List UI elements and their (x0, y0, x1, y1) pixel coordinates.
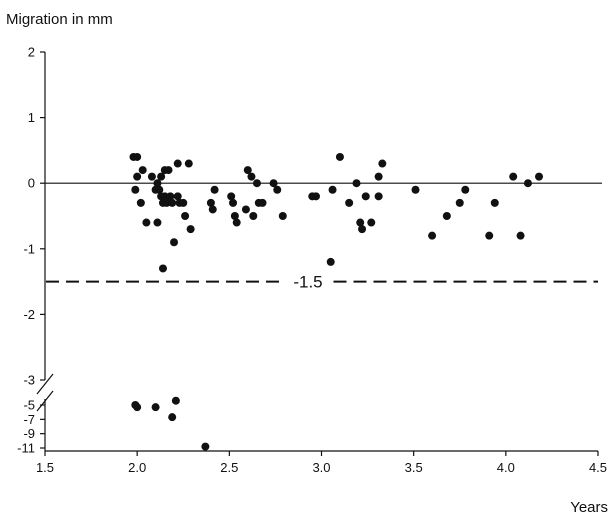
data-point (509, 172, 518, 181)
data-point (247, 172, 256, 181)
y-tick-label: -9 (23, 426, 35, 441)
data-point (335, 152, 344, 161)
x-tick-label: 4.5 (589, 460, 607, 475)
y-tick-label: -1 (23, 241, 35, 256)
data-point (249, 212, 258, 220)
data-point (269, 179, 278, 188)
data-point (155, 185, 164, 194)
x-tick-label: 3.5 (405, 460, 423, 475)
data-point (173, 192, 182, 201)
data-point (133, 152, 142, 161)
data-point (153, 179, 162, 188)
y-tick-label: -5 (23, 398, 35, 413)
data-point (168, 413, 177, 422)
data-point (374, 172, 383, 181)
y-tick-label: 2 (28, 45, 35, 60)
data-point (151, 403, 160, 412)
data-point (166, 192, 175, 201)
data-point (358, 225, 367, 234)
data-point (179, 198, 188, 207)
data-point (227, 192, 236, 201)
data-point (374, 192, 383, 201)
data-point (142, 218, 151, 227)
data-point (411, 185, 420, 194)
data-point (210, 185, 219, 194)
data-point (157, 172, 166, 181)
data-point (326, 257, 335, 266)
y-tick-label: 1 (28, 110, 35, 125)
y-tick-label: -11 (17, 441, 35, 456)
data-point (243, 166, 252, 175)
data-point (208, 205, 217, 214)
y-axis-break-mark (36, 373, 54, 395)
data-point (230, 212, 239, 220)
data-point (147, 172, 156, 181)
axes: 2 1 0 -1 -2 -3 -5-7-9-111.5 2.0 2.5 3.0 3.5 4.0 4.5 (17, 45, 607, 476)
data-point (133, 403, 142, 412)
data-point (361, 192, 370, 201)
data-point (490, 198, 499, 207)
data-point (485, 231, 494, 240)
data-point (328, 185, 337, 194)
data-point (170, 238, 179, 247)
data-point (378, 159, 387, 168)
data-point (181, 212, 190, 220)
data-point (523, 179, 532, 188)
data-point (516, 231, 525, 240)
x-tick-label: 2.0 (128, 460, 146, 475)
y-tick-label: -7 (23, 412, 35, 427)
data-point (428, 231, 437, 240)
data-point (186, 225, 195, 234)
data-points (129, 152, 544, 451)
data-point (229, 198, 238, 207)
data-point (278, 212, 287, 220)
y-tick-label: -2 (23, 307, 35, 322)
data-point (241, 205, 250, 214)
data-point (136, 198, 145, 207)
y-axis-title: Migration in mm (6, 11, 113, 28)
x-axis-title: Years (570, 499, 608, 516)
data-point (206, 198, 215, 207)
data-point (133, 172, 142, 181)
reference-lines: -1.5 (45, 182, 602, 292)
data-point (273, 185, 282, 194)
data-point (352, 179, 361, 188)
x-tick-label: 1.5 (36, 460, 54, 475)
data-point (461, 185, 470, 194)
data-point (258, 198, 267, 207)
x-tick-label: 4.0 (497, 460, 515, 475)
y-tick-label: 0 (28, 176, 35, 191)
data-point (162, 198, 171, 207)
data-point (367, 218, 376, 227)
data-point (184, 159, 193, 168)
data-point (158, 264, 167, 273)
data-point (535, 172, 544, 181)
x-tick-label: 2.5 (220, 460, 238, 475)
data-point (164, 166, 173, 175)
data-point (168, 198, 177, 207)
data-point (252, 179, 261, 188)
data-point (201, 442, 210, 451)
y-tick-label: -3 (23, 373, 35, 388)
data-point (160, 192, 169, 201)
x-tick-label: 3.0 (312, 460, 330, 475)
data-point (345, 198, 354, 207)
data-point (131, 185, 140, 194)
data-point (138, 166, 147, 175)
data-point (311, 192, 320, 201)
data-point (153, 218, 162, 227)
threshold-label: -1.5 (293, 273, 322, 292)
data-point (171, 396, 180, 405)
data-point (356, 218, 365, 227)
y-axis-break-mark (36, 390, 54, 412)
data-point (455, 198, 464, 207)
data-point (232, 218, 241, 227)
data-point (173, 159, 182, 168)
data-point (442, 212, 451, 220)
